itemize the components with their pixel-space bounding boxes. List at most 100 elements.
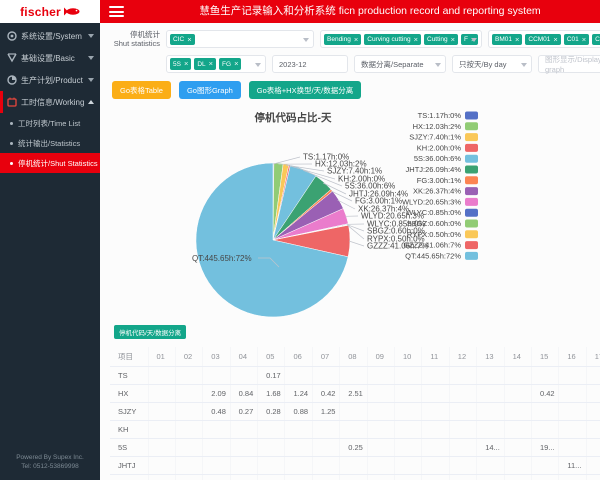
legend-label[interactable]: RYPX:0.50h:0% <box>407 230 461 239</box>
table-cell <box>284 438 313 457</box>
tag-close-icon[interactable]: × <box>353 34 359 44</box>
by-day-select[interactable]: 只按天/By day <box>452 55 532 73</box>
legend-marker[interactable] <box>465 165 478 174</box>
filter-tag[interactable]: Cutting × <box>424 33 458 46</box>
legend-marker[interactable] <box>465 133 478 142</box>
filter-tag[interactable]: Curving cutting × <box>364 33 421 46</box>
display-graph-input[interactable]: 图形显示/Display graph <box>538 55 600 74</box>
tag-close-icon[interactable]: × <box>183 59 189 69</box>
legend-marker[interactable] <box>465 241 478 250</box>
go-table-hx-button[interactable]: Go表格+HX换型/天/数据分离 <box>248 81 362 99</box>
legend-marker[interactable] <box>465 143 478 152</box>
pie-icon <box>7 75 17 85</box>
pie-label: FG:3.00h:1% <box>355 197 402 206</box>
separate-select[interactable]: 数据分离/Separate <box>354 55 446 73</box>
legend-marker[interactable] <box>465 219 478 228</box>
table-cell <box>586 402 600 421</box>
sidebar-item-working-time[interactable]: 工时信息/Working Time <box>0 91 100 113</box>
table-cell <box>476 456 505 475</box>
legend-label[interactable]: WLYD:20.65h:3% <box>402 197 461 206</box>
legend-label[interactable]: JHTJ:26.09h:4% <box>406 165 462 174</box>
legend-marker[interactable] <box>465 122 478 131</box>
pie-slice-QT[interactable] <box>195 162 349 318</box>
legend-marker[interactable] <box>465 154 478 163</box>
sidebar-item-statistics[interactable]: 统计输出/Statistics <box>0 133 100 153</box>
filter-tag[interactable]: FG × <box>219 58 242 70</box>
sidebar-item-label: 系统设置/System <box>21 31 82 41</box>
filter-tag-label: C02 <box>595 35 600 43</box>
table-cell: 1.68 <box>257 384 286 403</box>
table-cell <box>504 474 532 480</box>
month-picker[interactable]: 2023-12 <box>272 55 348 73</box>
legend-marker[interactable] <box>465 251 478 260</box>
process-select[interactable]: Bending × Curving cutting × Cutting × F × <box>320 30 482 49</box>
legend-marker[interactable] <box>465 230 478 239</box>
table-cell <box>312 420 341 439</box>
tag-close-icon[interactable]: × <box>450 34 455 44</box>
filter-row-2: 5S × DL × FG × 2023-12 数据分离/Separate 只按天/By d… <box>166 55 600 74</box>
tag-close-icon[interactable]: × <box>234 59 239 69</box>
filter-tag[interactable]: Bending × <box>324 33 362 46</box>
legend-label[interactable]: KH:2.00h:0% <box>417 143 462 152</box>
shut-code-select[interactable]: CIC × <box>166 30 314 49</box>
table-cell <box>394 402 423 421</box>
chevron-down-icon <box>303 38 309 43</box>
top-header: 慧鱼生产记录输入和分析系统 ficn production record and… <box>100 0 600 23</box>
table-cell <box>312 474 341 480</box>
legend-marker[interactable] <box>465 208 478 217</box>
filter-tag[interactable]: C02× <box>592 33 600 46</box>
sidebar-item-product-plan[interactable]: 生产计划/Product Plan <box>0 69 100 91</box>
legend-label[interactable]: FG:3.00h:1% <box>417 176 462 185</box>
sidebar-item-basic[interactable]: 基础设置/Basic <box>0 47 100 69</box>
legend-marker[interactable] <box>465 176 478 185</box>
tag-close-icon[interactable]: × <box>208 59 214 69</box>
row-label: 5S <box>110 438 149 457</box>
filter-tag-label: Curving cutting <box>367 35 411 43</box>
code-type-select[interactable]: 5S × DL × FG × <box>166 55 266 73</box>
table-cell <box>394 456 423 475</box>
table-section-button[interactable]: 停机代码/天/数据分离 <box>114 325 187 339</box>
filter-tag[interactable]: 5S × <box>170 58 192 70</box>
sidebar-item-time-list[interactable]: 工时列表/Time List <box>0 113 100 133</box>
legend-label[interactable]: SJZY:7.40h:1% <box>409 133 461 142</box>
callout-line <box>348 240 365 247</box>
legend-label[interactable]: HX:12.03h:2% <box>413 122 462 131</box>
tag-close-icon[interactable]: × <box>553 34 558 44</box>
tag-close-icon[interactable]: × <box>581 34 587 44</box>
legend-label[interactable]: QT:445.65h:72% <box>405 251 461 260</box>
filter-tag[interactable]: C01 × <box>563 33 590 46</box>
hamburger-icon[interactable] <box>109 6 124 17</box>
go-graph-button[interactable]: Go图形Graph <box>178 81 241 99</box>
legend-label[interactable]: GZZZ:41.06h:7% <box>403 241 461 250</box>
machine-select[interactable]: BM01×CCM01×C01×C02× <box>488 30 600 49</box>
chevron-down-icon <box>471 38 477 43</box>
sidebar-item-system[interactable]: 系统设置/System <box>0 25 100 47</box>
legend-label[interactable]: WLYC:0.85h:0% <box>406 208 461 217</box>
tag-close-icon[interactable]: × <box>514 34 520 44</box>
pie-label: XK:26.37h:4% <box>358 205 409 214</box>
filter-tag[interactable]: CCM01 × <box>525 33 561 46</box>
legend-label[interactable]: SBGZ:0.60h:0% <box>407 219 462 228</box>
legend-marker[interactable] <box>465 187 478 196</box>
filter-tag[interactable]: CIC × <box>170 33 195 46</box>
legend-label[interactable]: 5S:36.00h:6% <box>414 154 461 163</box>
pie-label: HX:12.03h:2% <box>315 160 367 169</box>
table-cell <box>476 384 505 403</box>
tag-close-icon[interactable]: × <box>187 34 192 44</box>
go-table-button[interactable]: Go表格Table <box>112 81 171 99</box>
legend-marker[interactable] <box>465 197 478 206</box>
table-cell <box>531 402 560 421</box>
callout-line <box>330 190 353 202</box>
legend-marker[interactable] <box>465 111 478 120</box>
table-cell <box>367 474 396 480</box>
legend-label[interactable]: TS:1.17h:0% <box>418 111 462 120</box>
sidebar-item-shut-statistics[interactable]: 停机统计/Shut Statistics <box>0 153 100 173</box>
filter-tag[interactable]: DL × <box>194 58 217 70</box>
sidebar-subitem-label: 统计输出/Statistics <box>18 138 81 148</box>
legend-label[interactable]: XK:26.37h:4% <box>413 187 461 196</box>
filter-tag[interactable]: BM01 × <box>492 33 523 46</box>
tag-close-icon[interactable]: × <box>413 34 418 44</box>
powered-by-text: Powered By Supex Inc. <box>16 453 84 461</box>
filter-tag-label: C01 <box>566 35 579 43</box>
